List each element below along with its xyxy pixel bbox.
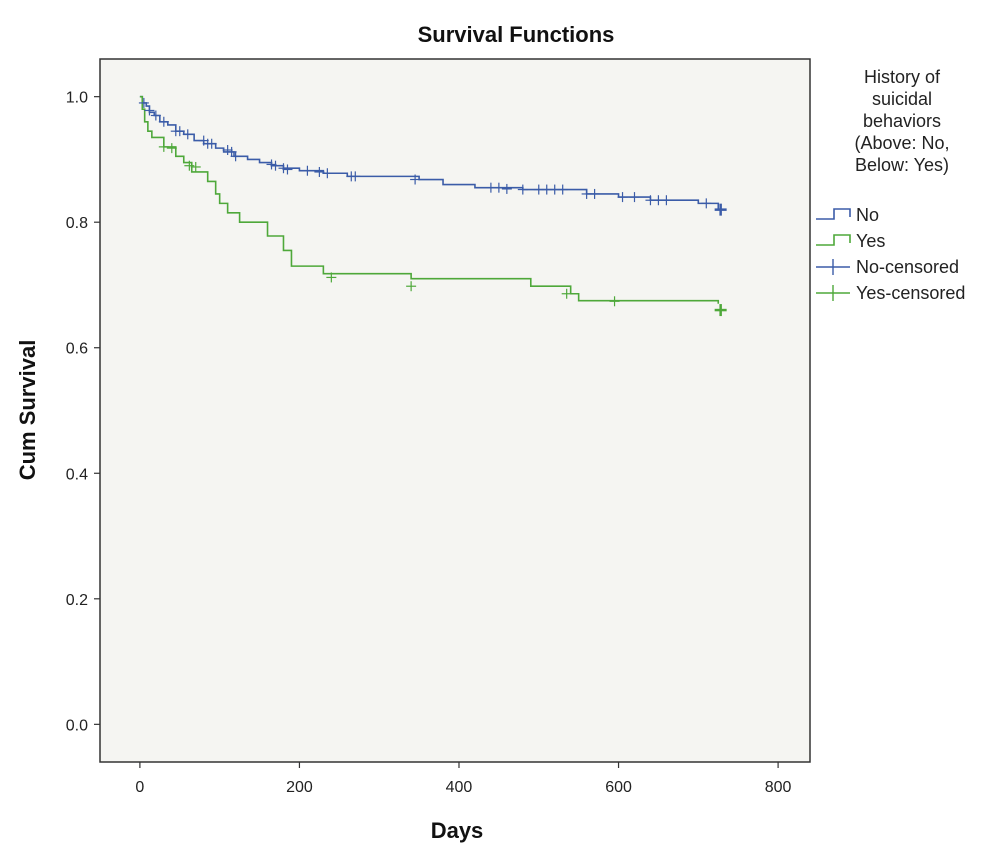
x-tick-label: 200 <box>286 779 313 796</box>
chart-title: Survival Functions <box>418 22 615 47</box>
censor-mark-no-censored <box>222 145 233 156</box>
legend-title-line: (Above: No, <box>854 133 949 153</box>
censor-mark-no-censored <box>226 146 237 157</box>
censor-mark-no-censored <box>589 188 600 199</box>
legend-label: Yes-censored <box>856 283 965 303</box>
censor-mark-yes-censored <box>714 304 727 317</box>
legend-entry-no: No <box>816 205 879 225</box>
censor-mark-no-censored <box>302 165 313 176</box>
censor-mark-yes-censored <box>158 141 169 152</box>
censor-mark-yes-censored <box>184 160 195 171</box>
legend-label: Yes <box>856 231 885 251</box>
y-tick-label: 1.0 <box>66 90 88 107</box>
censor-mark-no-censored <box>266 159 277 170</box>
censor-mark-no-censored <box>206 138 217 149</box>
legend-label: No <box>856 205 879 225</box>
legend-label: No-censored <box>856 257 959 277</box>
censor-mark-no-censored <box>557 184 568 195</box>
y-tick-label: 0.6 <box>66 341 88 358</box>
x-axis-title: Days <box>431 818 484 843</box>
y-axis: 0.0 0.2 0.4 0.6 0.8 1.0 <box>66 90 100 734</box>
censor-mark-no-censored <box>629 192 640 203</box>
censor-mark-no-censored <box>278 163 289 174</box>
x-tick-label: 800 <box>765 779 792 796</box>
censor-mark-no-censored <box>270 160 281 171</box>
y-tick-label: 0.8 <box>66 215 88 232</box>
legend-title-line: behaviors <box>863 111 941 131</box>
plot-area <box>99 58 811 763</box>
censor-mark-no-censored <box>138 97 149 108</box>
y-tick-label: 0.0 <box>66 717 88 734</box>
censor-mark-yes-censored <box>326 272 337 283</box>
censor-mark-no-censored <box>144 105 155 116</box>
censor-mark-no-censored <box>517 184 528 195</box>
censor-mark-no-censored <box>230 151 241 162</box>
censor-mark-no-censored <box>617 192 628 203</box>
censor-mark-no-censored <box>410 174 421 185</box>
censor-mark-no-censored <box>150 110 161 121</box>
censor-mark-no-censored <box>493 182 504 193</box>
censor-mark-yes-censored <box>406 281 417 292</box>
y-tick-label: 0.4 <box>66 466 88 483</box>
censor-mark-yes-censored <box>166 143 177 154</box>
censor-mark-no-censored <box>701 198 712 209</box>
legend-entry-no-censored: No-censored <box>816 257 959 277</box>
censor-mark-yes-censored <box>190 161 201 172</box>
legend-title-line: Below: Yes) <box>855 155 949 175</box>
censor-mark-no-censored <box>174 126 185 137</box>
legend-entry-yes-censored: Yes-censored <box>816 283 965 303</box>
series-line-yes <box>139 95 720 304</box>
censor-mark-no-censored <box>322 168 333 179</box>
censor-mark-no-censored <box>714 203 727 216</box>
censor-mark-no-censored <box>661 195 672 206</box>
censor-mark-no-censored <box>182 129 193 140</box>
censor-mark-yes-censored <box>609 296 620 307</box>
censor-mark-no-censored <box>282 164 293 175</box>
x-tick-label: 600 <box>605 779 632 796</box>
x-axis: 0 200 400 600 800 <box>135 762 792 796</box>
legend-step-icon <box>816 208 851 220</box>
censor-mark-no-censored <box>314 166 325 177</box>
legend-title-line: suicidal <box>872 89 932 109</box>
y-axis-title: Cum Survival <box>15 340 40 481</box>
x-tick-label: 400 <box>446 779 473 796</box>
censor-mark-no-censored <box>158 116 169 127</box>
censor-mark-no-censored <box>350 171 361 182</box>
censor-mark-no-censored <box>501 183 512 194</box>
x-tick-label: 0 <box>135 779 144 796</box>
legend-step-icon <box>816 234 851 246</box>
censor-layer <box>138 97 727 317</box>
censor-mark-yes-censored <box>561 288 572 299</box>
legend-title-line: History of <box>864 67 941 87</box>
y-tick-label: 0.2 <box>66 592 88 609</box>
legend-entry-yes: Yes <box>816 231 885 251</box>
